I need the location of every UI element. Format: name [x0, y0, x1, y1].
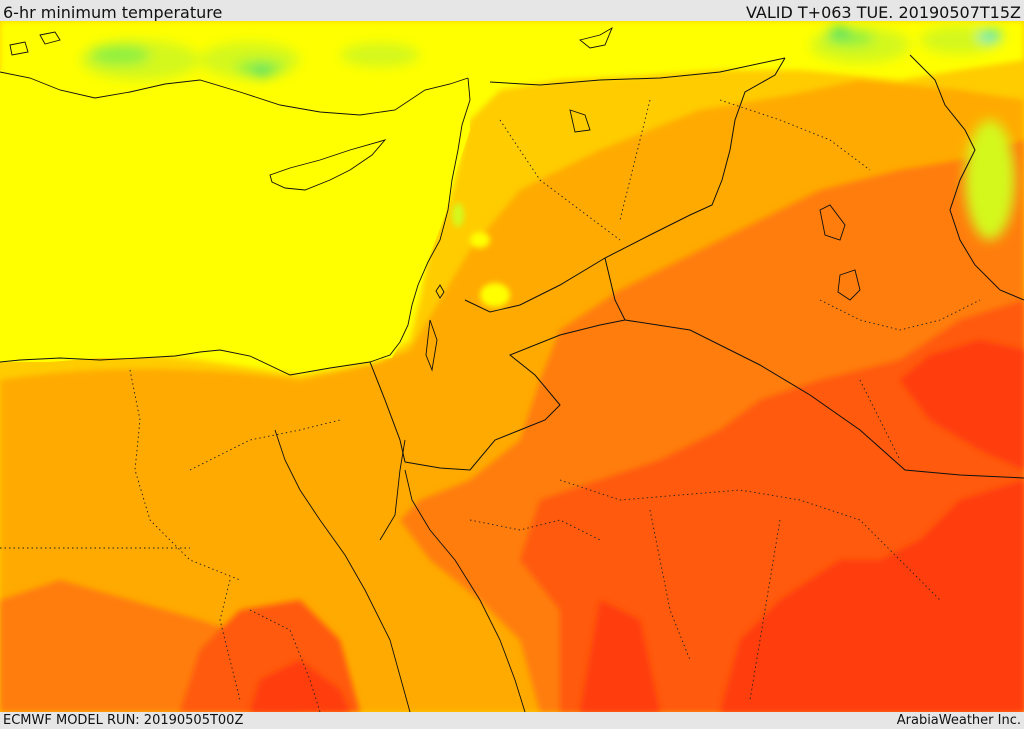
cool-patches [80, 26, 1015, 240]
red-zone [250, 340, 1024, 712]
footer-bar [0, 712, 1024, 729]
admin-boundaries [0, 99, 981, 712]
coastlines [0, 26, 861, 712]
model-run-label: ECMWF MODEL RUN: 20190505T00Z [3, 713, 244, 728]
credit-label: ArabiaWeather Inc. [896, 713, 1021, 728]
header-bar [0, 0, 1024, 21]
map-title: 6-hr minimum temperature [3, 3, 223, 22]
borders [369, 54, 1024, 479]
temperature-map [0, 21, 1024, 712]
levant-spots [452, 203, 510, 307]
valid-time: VALID T+063 TUE. 20190507T15Z [745, 3, 1021, 22]
mediterranean-sea [0, 70, 470, 373]
